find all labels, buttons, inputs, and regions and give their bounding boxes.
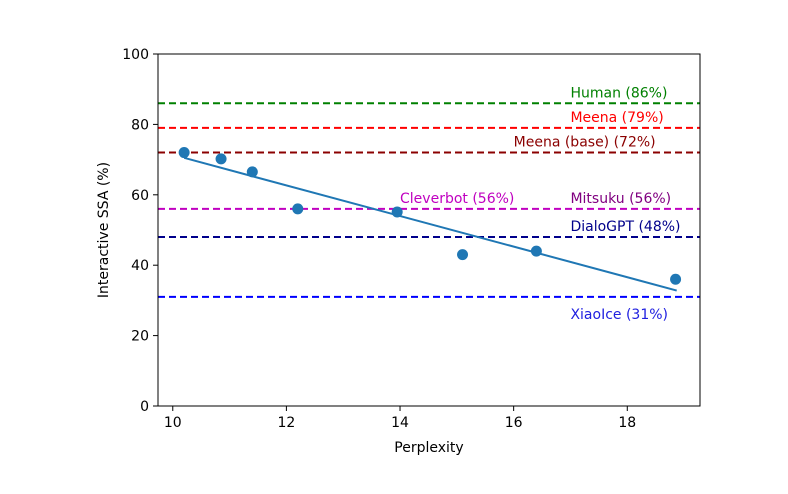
y-axis-label: Interactive SSA (%) [96, 162, 112, 298]
data-points [178, 147, 682, 285]
data-point [530, 245, 542, 257]
data-point [670, 273, 682, 285]
reference-label: DialoGPT (48%) [570, 219, 680, 235]
data-point [246, 166, 258, 178]
y-tick-label: 0 [140, 399, 149, 415]
y-tick-label: 100 [122, 47, 149, 63]
reference-lines [158, 102, 700, 298]
data-point [457, 249, 469, 261]
reference-labels: Human (86%) Meena (79%) Meena (base) (72%)… [400, 85, 680, 323]
x-axis-ticks: 10 12 14 16 18 [164, 406, 636, 431]
plot-frame [157, 53, 701, 407]
data-point [292, 203, 304, 215]
reference-label: Meena (79%) [570, 110, 663, 126]
y-axis-ticks: 0 20 40 60 80 100 [122, 47, 158, 415]
y-tick-label: 20 [131, 329, 149, 345]
data-point [178, 147, 190, 159]
reference-label: Human (86%) [570, 85, 667, 101]
fit-line-group [183, 156, 677, 292]
reference-label: XiaoIce (31%) [570, 307, 668, 323]
annotation-label: Cleverbot (56%) [400, 191, 514, 207]
reference-label: Meena (base) (72%) [514, 135, 656, 151]
x-tick-label: 10 [164, 415, 182, 431]
data-point [215, 153, 227, 165]
x-axis-label: Perplexity [394, 440, 463, 456]
y-tick-label: 80 [131, 117, 149, 133]
reference-label: Mitsuku (56%) [570, 191, 671, 207]
y-tick-label: 40 [131, 258, 149, 274]
fit-line [183, 156, 677, 292]
x-tick-label: 12 [277, 415, 295, 431]
y-tick-label: 60 [131, 188, 149, 204]
x-tick-label: 18 [618, 415, 636, 431]
x-tick-label: 14 [391, 415, 409, 431]
x-tick-label: 16 [505, 415, 523, 431]
data-point [391, 206, 403, 218]
